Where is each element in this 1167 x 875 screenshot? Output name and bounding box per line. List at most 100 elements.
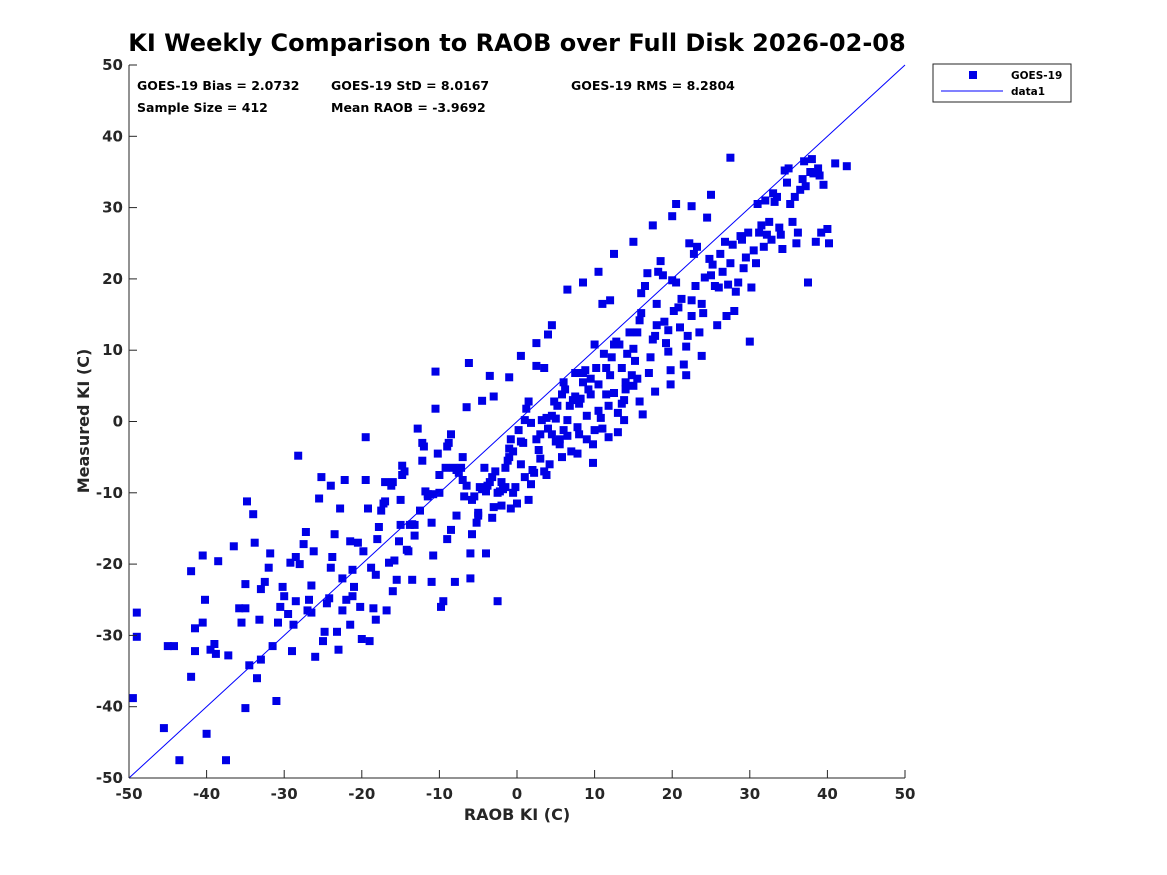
scatter-point <box>398 461 407 470</box>
scatter-point <box>464 359 473 367</box>
y-tick-label: -20 <box>96 555 123 573</box>
scatter-point <box>497 501 506 510</box>
scatter-point <box>371 570 380 579</box>
scatter-point <box>381 497 390 506</box>
scatter-point <box>739 264 748 273</box>
y-tick-label: -50 <box>96 769 123 787</box>
scatter-point <box>676 323 684 332</box>
scatter-point <box>586 390 595 399</box>
legend-label-goes19: GOES-19 <box>1011 70 1062 82</box>
scatter-point <box>536 454 545 463</box>
scatter-point <box>210 640 219 648</box>
scatter-point <box>685 239 694 248</box>
scatter-point <box>721 237 729 246</box>
scatter-point <box>652 321 661 330</box>
scatter-point <box>775 223 784 232</box>
scatter-point <box>249 510 258 519</box>
scatter-point <box>575 399 584 408</box>
scatter-point <box>687 296 696 305</box>
scatter-point <box>620 416 629 425</box>
scatter-point <box>433 449 442 458</box>
scatter-point <box>589 440 597 449</box>
scatter-point <box>656 257 665 266</box>
stat-std: GOES-19 StD = 8.0167 <box>331 78 489 93</box>
scatter-point <box>635 397 644 406</box>
scatter-point <box>237 618 246 627</box>
scatter-point <box>666 380 675 389</box>
scatter-point <box>654 267 663 276</box>
scatter-point <box>431 367 440 376</box>
y-tick-label: -10 <box>96 484 123 502</box>
scatter-point <box>713 321 722 330</box>
scatter-point <box>410 520 419 529</box>
scatter-point <box>705 254 714 263</box>
scatter-point <box>284 610 293 618</box>
scatter-point <box>489 392 498 401</box>
scatter-point <box>697 351 706 360</box>
scatter-point <box>288 647 296 656</box>
scatter-point <box>532 435 541 444</box>
stat-sample-size: Sample Size = 412 <box>137 100 268 115</box>
scatter-point <box>542 471 551 479</box>
scatter-point <box>718 267 727 276</box>
scatter-point <box>381 478 390 487</box>
scatter-point <box>561 385 570 394</box>
reference-line-data1 <box>128 64 906 779</box>
legend-label-data1: data1 <box>1011 86 1045 98</box>
scatter-point <box>689 249 698 258</box>
scatter-point <box>646 353 655 362</box>
y-tick-label: 30 <box>102 199 123 217</box>
scatter-point <box>474 508 483 517</box>
scatter-point <box>728 240 737 249</box>
scatter-point <box>191 624 199 633</box>
scatter-point <box>480 463 489 472</box>
scatter-point <box>741 253 750 262</box>
scatter-point <box>466 549 475 558</box>
scatter-point <box>333 627 341 636</box>
scatter-point <box>590 426 599 435</box>
scatter-point <box>532 361 541 370</box>
scatter-point <box>551 414 560 423</box>
scatter-point <box>513 499 521 508</box>
scatter-point <box>289 620 298 629</box>
scatter-point <box>359 547 368 556</box>
stat-rms: GOES-19 RMS = 8.2804 <box>571 78 735 93</box>
scatter-point <box>606 296 615 305</box>
scatter-point <box>604 433 613 442</box>
scatter-point <box>536 430 545 439</box>
scatter-point <box>708 260 717 269</box>
scatter-point <box>501 483 510 492</box>
scatter-point <box>695 328 704 337</box>
scatter-point <box>377 506 386 515</box>
scatter-point <box>699 309 708 318</box>
scatter-point <box>542 413 551 422</box>
scatter-point <box>470 492 479 501</box>
scatter-point <box>291 597 300 606</box>
scatter-point <box>361 476 370 484</box>
scatter-point <box>435 471 444 479</box>
scatter-point <box>437 602 445 611</box>
scatter-point <box>823 225 832 233</box>
scatter-point <box>357 635 366 643</box>
scatter-point <box>734 278 743 287</box>
scatter-point <box>385 558 393 567</box>
scatter-point <box>276 602 285 611</box>
scatter-point <box>348 565 357 574</box>
scatter-point <box>450 577 459 586</box>
scatter-point <box>530 468 539 477</box>
stat-mean-raob: Mean RAOB = -3.9692 <box>331 100 486 115</box>
scatter-point <box>229 542 238 551</box>
scatter-point <box>191 647 199 656</box>
scatter-point <box>792 239 801 248</box>
scatter-point <box>466 574 475 583</box>
scatter-point <box>613 408 622 417</box>
scatter-point <box>563 431 572 440</box>
scatter-point <box>307 581 316 590</box>
scatter-point <box>170 642 178 651</box>
scatter-point <box>648 221 657 230</box>
scatter-point <box>280 592 289 601</box>
scatter-point <box>524 495 533 504</box>
scatter-point <box>516 460 525 469</box>
scatter-point <box>336 504 345 513</box>
